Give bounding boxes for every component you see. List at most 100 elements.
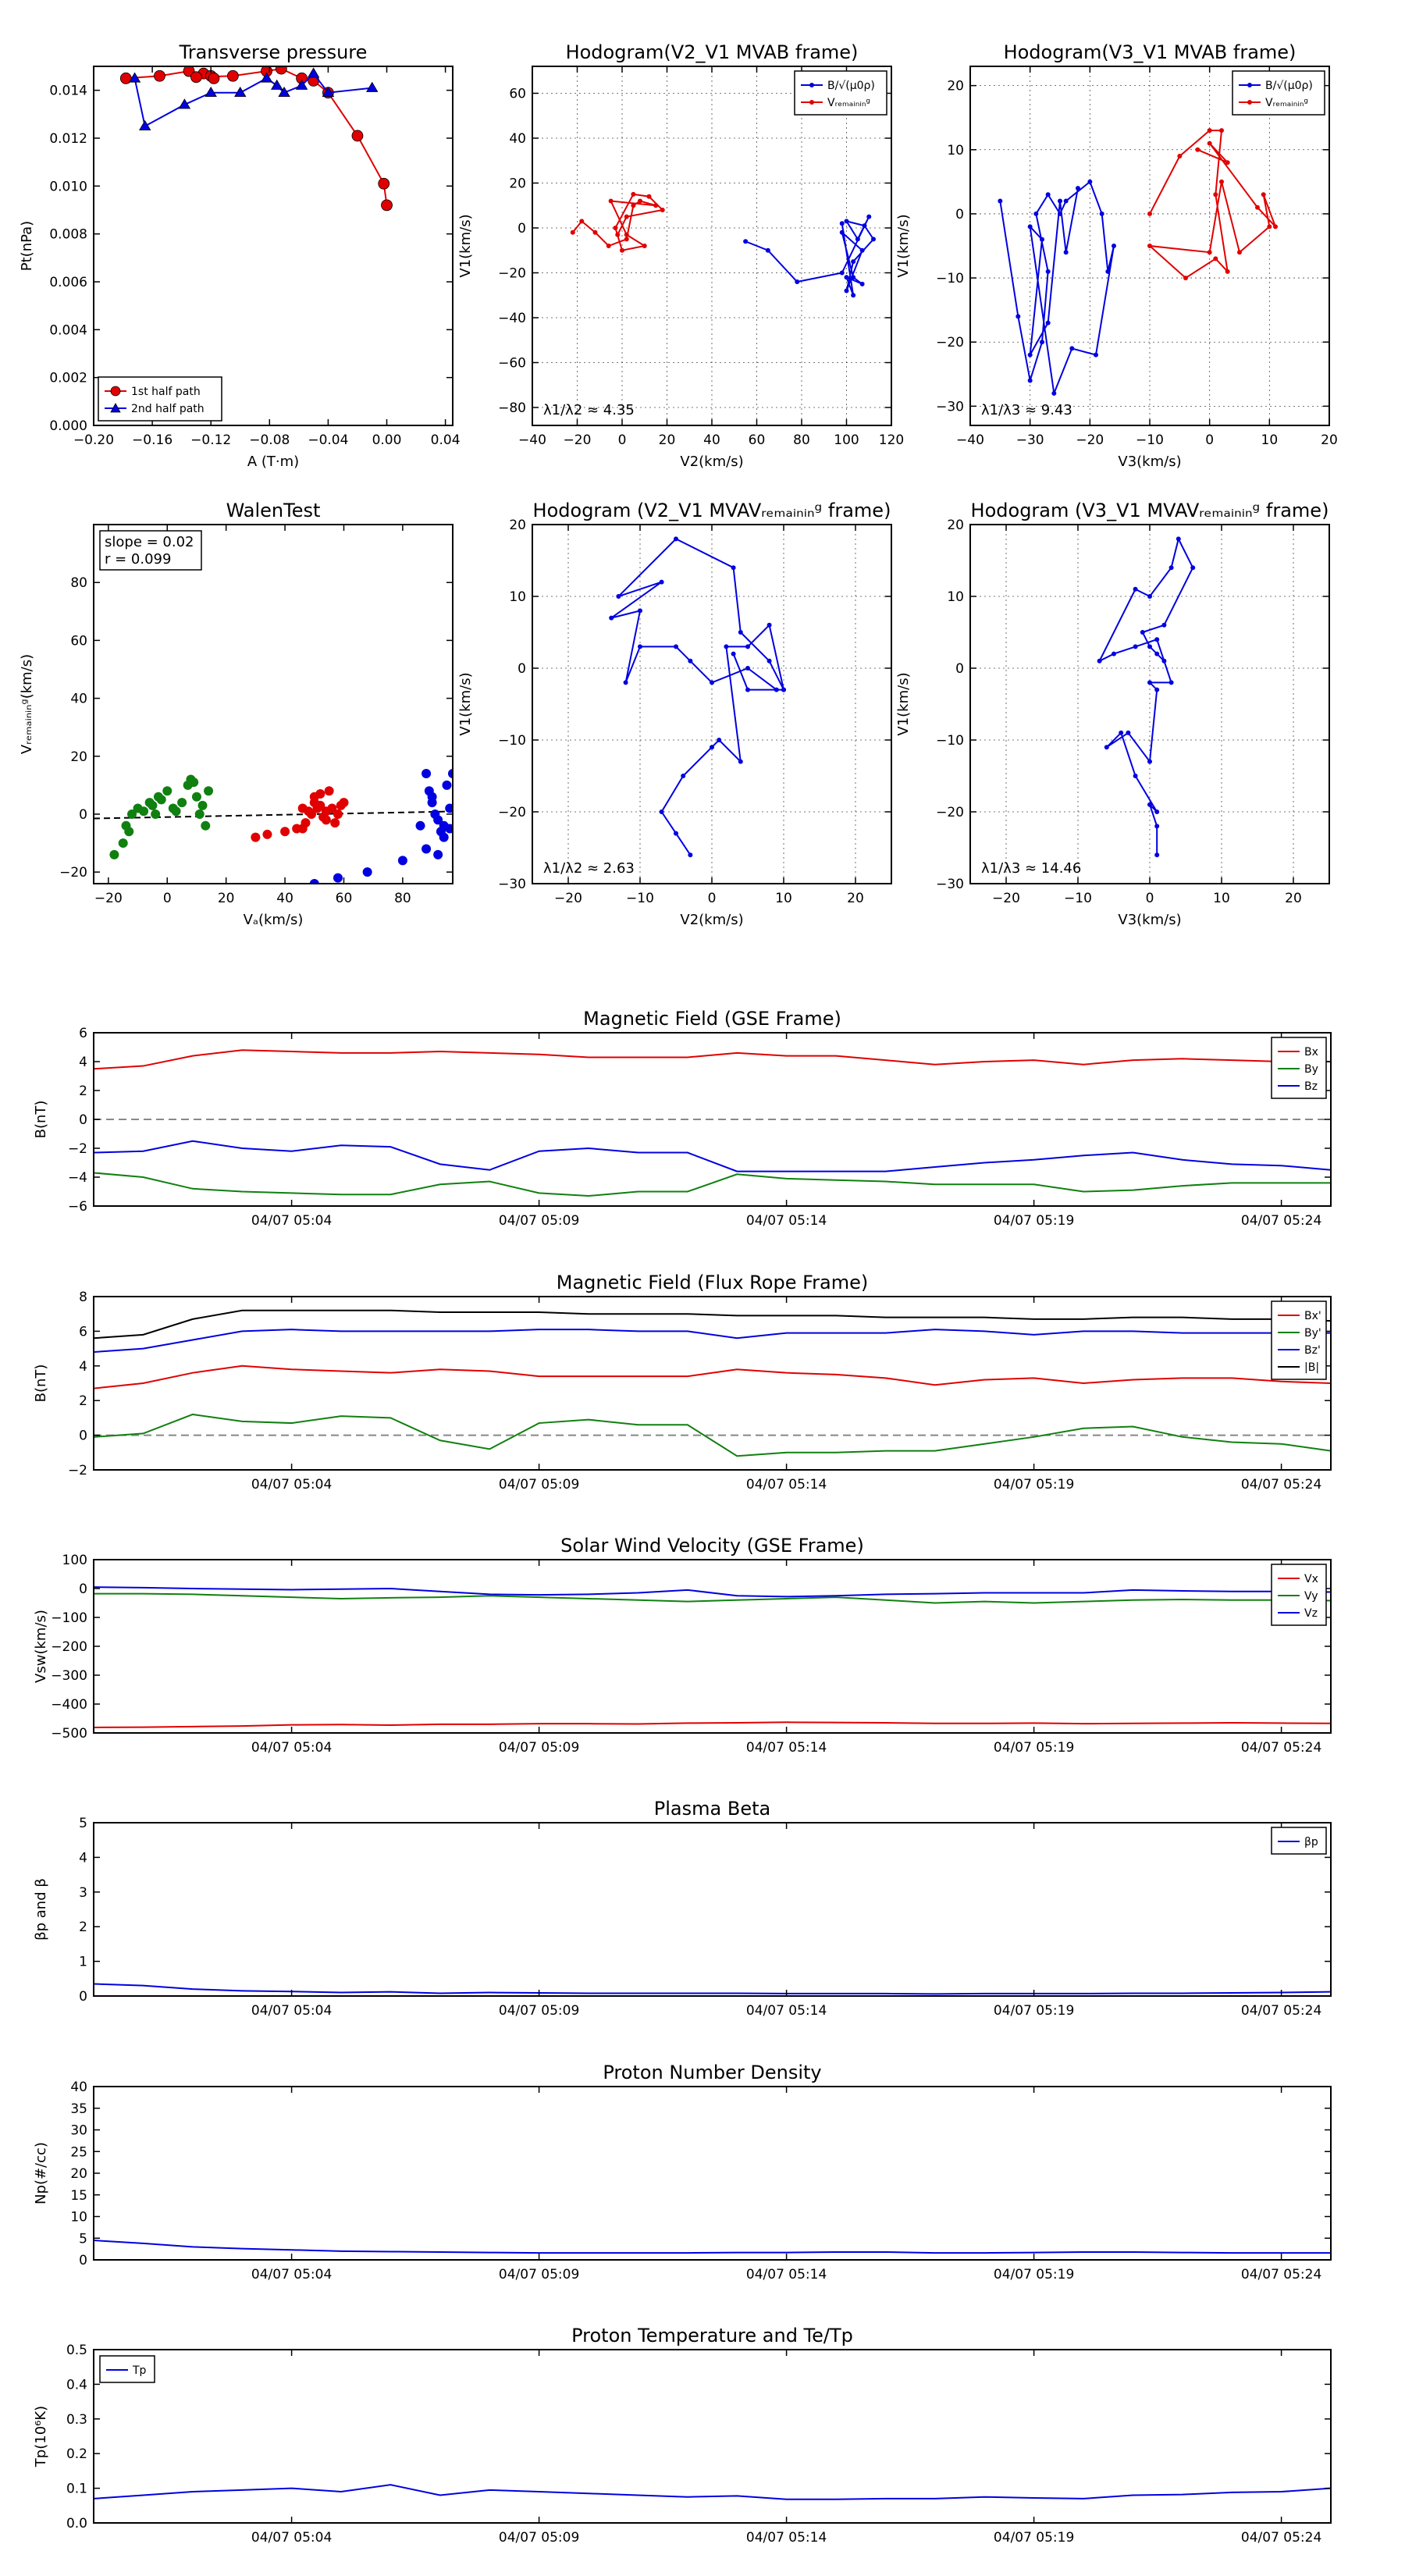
data-point [109,849,119,859]
data-point [162,786,173,796]
legend-label: Vᵣₑₘₐᵢₙᵢₙᵍ [827,97,870,109]
data-point [127,809,137,819]
y-tick-label: 20 [70,2166,87,2182]
x-tick-label: 04/07 05:24 [1241,1213,1321,1229]
y-tick-label: 40 [70,692,87,707]
series-by [94,1413,1331,1457]
y-tick-label: 0 [79,807,87,823]
legend-label: By [1304,1063,1318,1076]
data-point [154,69,165,82]
series-s0 [609,536,786,858]
plot-area [94,2484,1331,2500]
legend-marker [1247,100,1252,105]
legend-box [1232,70,1325,116]
y-axis-label: Pt(nPa) [19,221,35,271]
data-point [1140,630,1145,635]
data-point [1154,809,1160,814]
x-tick-label: −40 [956,432,984,448]
y-axis-label: Np(#/cc) [33,2142,49,2204]
data-point [315,800,325,810]
data-point [439,832,449,842]
data-point [674,644,678,649]
chart-tpr: 0.0 0.1 0.2 0.3 0.4 0.5 04/07 05:04 04/07 05:09… [33,2325,1332,2546]
data-point [1147,594,1152,599]
data-point [1190,565,1196,571]
data-point [570,229,575,235]
data-point [262,829,272,839]
axes-frame [93,2086,1332,2261]
chart-title: Hodogram (V2_V1 MVAVᵣₑₘₐᵢₙᵢₙᵍ frame) [533,500,891,521]
chart-wt: −20 0 20 40 60 80 −20 0 20 40 60 80 WalenTest Vₐ(km/s… [19,500,454,928]
y-tick-label: 5 [79,2231,87,2247]
x-axis-label: V3(km/s) [1118,454,1181,470]
plot-area [1097,536,1196,858]
x-tick-label: −20 [564,432,592,448]
data-point [765,247,770,253]
y-axis-label: Vsw(km/s) [33,1610,49,1683]
data-point [859,247,865,253]
series-line [1147,130,1276,279]
chart-title: Solar Wind Velocity (GSE Frame) [560,1535,864,1557]
x-tick-label: 04/07 05:24 [1241,2530,1321,2546]
data-point [731,651,736,656]
legend-marker [110,386,121,397]
series-s0 [109,774,214,859]
series-line [133,72,372,128]
y-axis-label: V1(km/s) [457,214,474,277]
data-point [579,219,585,224]
y-axis-label: Vᵣₑₘₐᵢₙᵢₙᵍ(km/s) [19,654,35,754]
x-tick-label: −10 [1136,432,1164,448]
y-tick-label: 0 [79,2253,87,2268]
data-point [623,680,628,685]
data-point [1207,250,1212,255]
chart-h3: −30 −20 −10 0 10 20 −20 −10 0 10 20 Hodogram (V2_V1… [457,500,892,928]
x-tick-label: −0.08 [249,432,290,448]
data-point [1225,269,1230,274]
y-tick-label: −30 [936,877,964,892]
y-tick-label: −20 [936,805,964,820]
x-axis-label: V3(km/s) [1118,912,1181,928]
data-point [324,786,334,796]
legend-label: Vᵣₑₘₐᵢₙᵢₙᵍ [1265,97,1308,109]
chart-title: Proton Number Density [603,2062,821,2083]
data-point [1168,565,1174,571]
data-point [606,244,611,248]
series-v [570,191,665,253]
y-tick-label: 0 [955,661,964,677]
legend: 1st half path 2nd half path [98,376,222,422]
y-tick-label: 0 [518,221,526,237]
data-point [844,219,849,224]
data-point [1045,192,1051,197]
y-tick-label: 25 [70,2144,87,2160]
data-point [330,818,340,828]
axes-frame [93,1296,1332,1471]
data-point [866,214,872,219]
plot-area [94,1049,1331,1197]
x-tick-label: 100 [834,432,859,448]
data-point [609,615,614,621]
data-point [767,622,772,628]
data-point [717,738,722,742]
x-tick-label: 0 [163,891,172,906]
series-s0 [1097,536,1196,858]
y-tick-label: −30 [936,399,964,415]
y-tick-label: 0.0 [66,2516,87,2532]
data-point [156,795,166,805]
series-s2 [309,769,453,884]
y-tick-label: 0.1 [66,2482,87,2497]
x-tick-label: 40 [703,432,720,448]
y-tick-label: −200 [51,1639,87,1655]
data-point [631,203,636,208]
data-point [381,199,393,212]
chart-mag: −6 −4 −2 0 2 4 6 04/07 05:04 04/07 05:09 04/07 05… [33,1008,1332,1229]
data-point [118,838,128,849]
series-s1 [251,786,349,842]
plot-area [609,536,786,858]
legend-label: |B| [1304,1361,1319,1374]
plot-area [119,66,393,212]
x-tick-label: 04/07 05:04 [251,1477,332,1493]
y-tick-label: 20 [509,518,526,533]
data-point [688,658,693,664]
data-point [638,644,642,649]
data-point [190,71,202,84]
